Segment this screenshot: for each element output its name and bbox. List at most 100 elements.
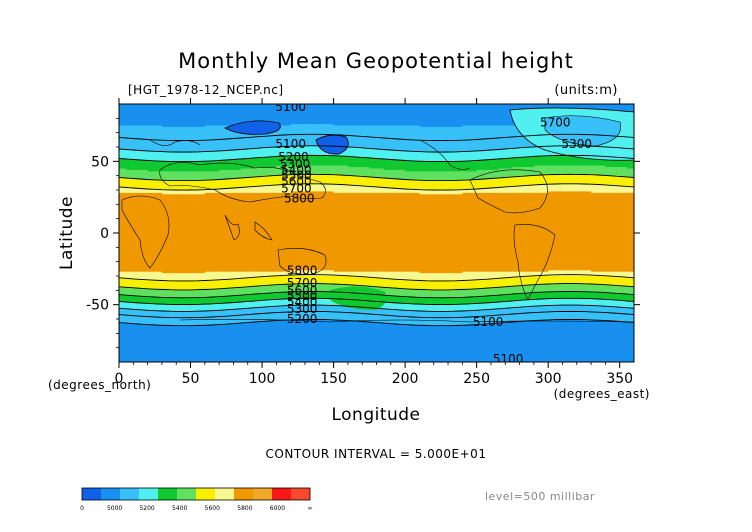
heatmap-cell [276, 121, 285, 124]
heatmap-cell [333, 114, 342, 117]
heatmap-cell [326, 121, 335, 124]
heatmap-cell [169, 108, 177, 111]
heatmap-cell [362, 109, 370, 112]
heatmap-cell [526, 104, 535, 107]
heatmap-cell [340, 129, 349, 132]
heatmap-cell [476, 125, 485, 128]
heatmap-cell [197, 115, 206, 118]
heatmap-cell [612, 104, 621, 107]
heatmap-cell [190, 115, 199, 118]
heatmap-cell [169, 131, 177, 134]
heatmap-cell [383, 115, 392, 118]
heatmap-cell [448, 128, 456, 131]
heatmap-cell [340, 116, 349, 119]
heatmap-cell [490, 121, 499, 124]
heatmap-cell [326, 126, 335, 129]
heatmap-cell [262, 116, 270, 119]
heatmap-cell [197, 112, 206, 115]
heatmap-cell [240, 111, 249, 114]
heatmap-cell [226, 116, 235, 119]
heatmap-cell [204, 121, 213, 124]
heatmap-cell [505, 125, 513, 128]
heatmap-cell [119, 112, 127, 115]
heatmap-cell [262, 106, 270, 109]
heatmap-cell [455, 106, 463, 109]
heatmap-cell [169, 105, 177, 108]
heatmap-cell [304, 129, 313, 132]
heatmap-cell [319, 106, 328, 109]
heatmap-cell [247, 112, 256, 115]
heatmap-cell [405, 128, 413, 131]
heatmap-cell [126, 122, 134, 125]
heatmap-cell [126, 131, 134, 134]
heatmap-cell [419, 122, 428, 125]
heatmap-cell [190, 104, 199, 107]
heatmap-cell [333, 126, 342, 129]
heatmap-cell [397, 109, 406, 112]
heatmap-cell [426, 105, 435, 108]
heatmap-cell [405, 124, 413, 127]
heatmap-cell [505, 105, 513, 108]
heatmap-cell [490, 109, 499, 112]
heatmap-cell [319, 116, 328, 119]
heatmap-cell [591, 105, 599, 108]
heatmap-cell [455, 116, 463, 119]
heatmap-cell [326, 122, 335, 125]
heatmap-cell [190, 116, 199, 119]
heatmap-cell [140, 124, 149, 127]
heatmap-cell [412, 122, 421, 125]
heatmap-cell [440, 126, 449, 129]
heatmap-cell [412, 124, 421, 127]
heatmap-cell [626, 106, 634, 109]
heatmap-cell [440, 119, 449, 122]
heatmap-cell [405, 108, 413, 111]
heatmap-cell [312, 131, 320, 134]
heatmap-cell [498, 121, 506, 124]
heatmap-cell [426, 112, 435, 115]
heatmap-cell [276, 119, 285, 122]
heatmap-cell [483, 122, 492, 125]
heatmap-cell [297, 124, 306, 127]
heatmap-cell [419, 108, 428, 111]
heatmap-cell [333, 105, 342, 108]
heatmap-cell [476, 111, 485, 114]
heatmap-cell [169, 106, 177, 109]
heatmap-cell [147, 124, 156, 127]
heatmap-cell [440, 122, 449, 125]
heatmap-cell [176, 112, 184, 115]
heatmap-cell [355, 119, 363, 122]
heatmap-cell [283, 118, 292, 121]
heatmap-cell [376, 112, 385, 115]
heatmap-cell [183, 109, 192, 112]
heatmap-cell [190, 119, 199, 122]
heatmap-cell [419, 111, 428, 114]
heatmap-cell [340, 131, 349, 134]
heatmap-cell [455, 105, 463, 108]
heatmap-cell [269, 112, 277, 115]
heatmap-cell [498, 119, 506, 122]
heatmap-cell [419, 129, 428, 132]
heatmap-cell [254, 111, 263, 114]
heatmap-cell [476, 112, 485, 115]
heatmap-cell [591, 104, 599, 107]
heatmap-cell [133, 109, 142, 112]
heatmap-cell [269, 109, 277, 112]
heatmap-cell [369, 128, 378, 131]
heatmap-cell [312, 105, 320, 108]
heatmap-cell [183, 121, 192, 124]
heatmap-cell [154, 119, 163, 122]
heatmap-cell [276, 131, 285, 134]
heatmap-cell [390, 112, 399, 115]
heatmap-cell [448, 118, 456, 121]
heatmap-cell [312, 121, 320, 124]
heatmap-cell [119, 131, 127, 134]
heatmap-cell [469, 109, 478, 112]
heatmap-cell [469, 111, 478, 114]
heatmap-cell [183, 126, 192, 129]
heatmap-cell [469, 112, 478, 115]
heatmap-cell [483, 109, 492, 112]
heatmap-cell [333, 112, 342, 115]
heatmap-cell [383, 112, 392, 115]
heatmap-cell [233, 119, 242, 122]
heatmap-cell [154, 109, 163, 112]
